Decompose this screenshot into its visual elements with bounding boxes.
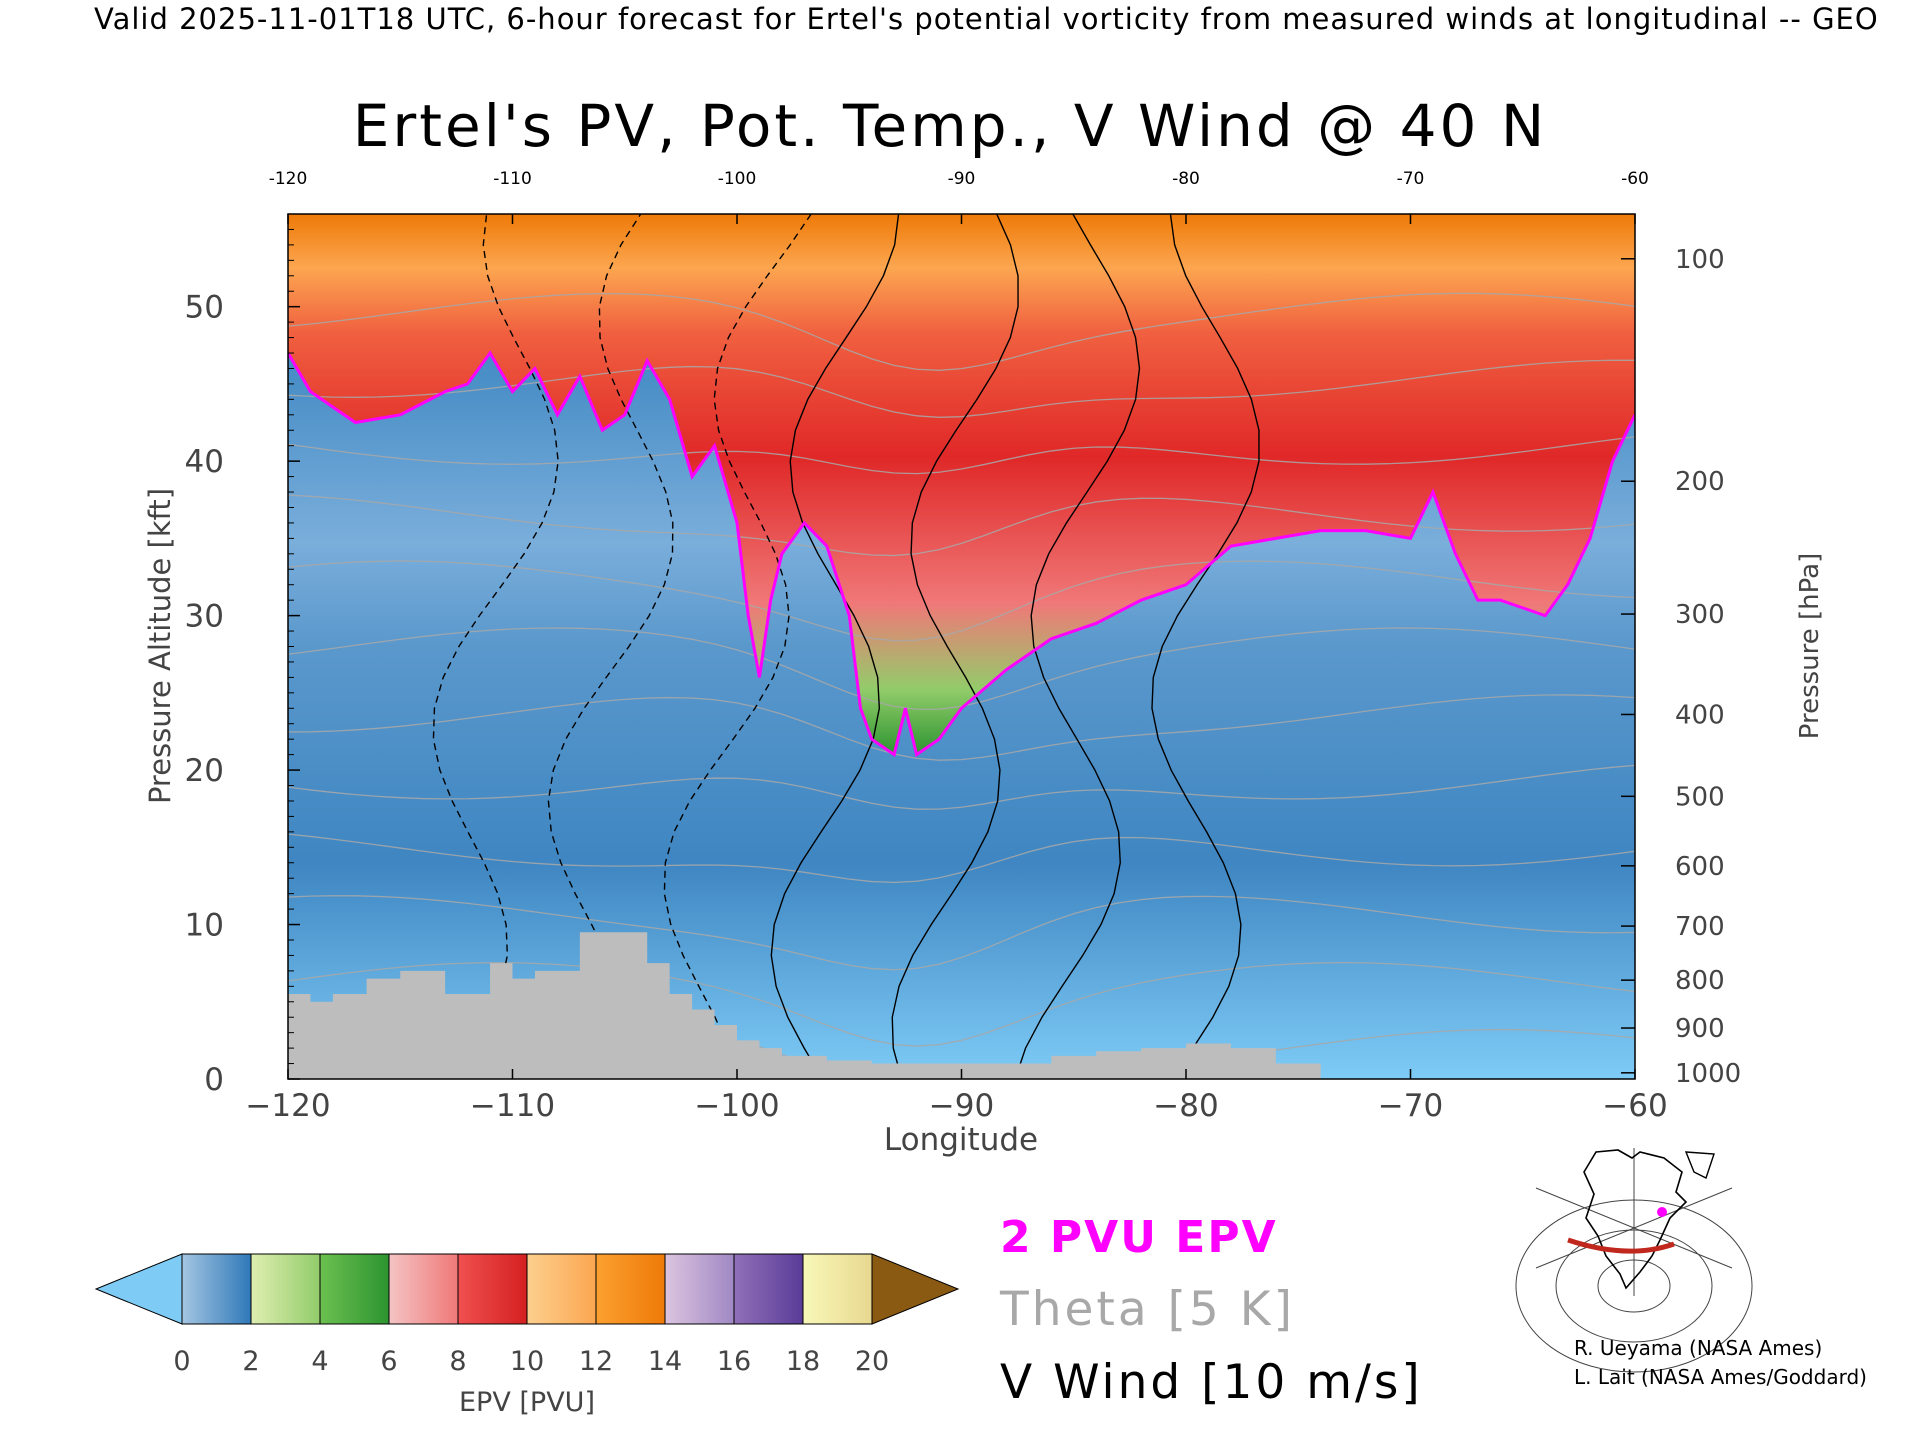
theta-contour-380 [288,436,1635,475]
pressure-tick-label: 400 [1675,700,1725,730]
x-top-tick-label: -100 [718,169,757,189]
inset-coastline [1684,1151,1715,1179]
colorbar-bin [250,1253,321,1325]
colorbar-tick-label: 20 [855,1346,889,1377]
v-wind-contour-0 [770,214,900,1079]
x-axis-top: -120 -110 -100 -90 -80 -70 -60 [269,169,1649,224]
inset-cross-section-track [1567,1237,1675,1254]
header-line: Valid 2025-11-01T18 UTC, 6-hour forecast… [94,2,1879,36]
colorbar-bin [457,1253,528,1325]
x-top-tick-label: -120 [269,169,308,189]
chart-title: Ertel's PV, Pot. Temp., V Wind @ 40 N [352,92,1548,160]
theta-contour-300 [288,961,1635,1047]
theta-contour-400 [288,292,1635,371]
y-tick-label: 0 [204,1062,224,1098]
pressure-tick-label: 1000 [1675,1059,1741,1089]
colorbar-tick-label: 0 [173,1346,190,1377]
theta-contour-310 [288,895,1635,971]
colorbar-tick-label: 2 [242,1346,259,1377]
pv2-tropopause-line [288,350,1635,758]
x-tick-label: −110 [470,1088,555,1124]
v-wind-contour-10 [891,214,1019,1079]
credit-line-1: R. Ueyama (NASA Ames) [1574,1336,1823,1360]
x-tick-label: −80 [1153,1088,1218,1124]
theta-contour-320 [288,833,1635,884]
colorbar: 0 2 4 6 8 10 12 14 16 18 20 [94,1253,960,1377]
colorbar-tick-label: 12 [579,1346,613,1377]
y-tick-label: 30 [185,599,224,635]
pressure-tick-label: 900 [1675,1014,1725,1044]
pressure-tick-label: 600 [1675,852,1725,882]
inset-location-marker [1657,1207,1667,1217]
colorbar-label: EPV [PVU] [459,1387,595,1418]
legend-pv2: 2 PVU EPV [1000,1212,1278,1263]
v-wind-contour--10 [663,214,812,1079]
legend-theta: Theta [5 K] [1000,1282,1295,1337]
v-wind-contour-20 [1014,214,1141,1079]
x-top-tick-label: -70 [1397,169,1425,189]
x-tick-label: −60 [1602,1088,1667,1124]
colorbar-bin [388,1253,459,1325]
theta-contour-370 [288,494,1635,557]
theta-contour-330 [288,764,1635,810]
colorbar-bin [664,1253,735,1325]
pressure-tick-label: 800 [1675,966,1725,996]
theta-contour-340 [288,694,1635,761]
plot-area [288,214,1635,1079]
x-axis-bottom: −120 −110 −100 −90 −80 −70 −60 [245,1069,1668,1124]
inset-locator-map [1515,1148,1753,1373]
v-wind-contour-30 [1151,214,1260,1079]
theta-contour-390 [288,359,1635,418]
colorbar-over-arrow [871,1253,960,1325]
x-tick-label: −120 [245,1088,330,1124]
pressure-tick-label: 300 [1675,600,1725,630]
v-wind-contours [432,214,1260,1079]
colorbar-tick-label: 6 [380,1346,397,1377]
colorbar-bin [595,1253,666,1325]
stratosphere-pv-field [288,214,1635,755]
colorbar-tick-label: 18 [786,1346,820,1377]
y-axis-left: 0 10 20 30 40 50 [185,228,300,1098]
x-top-tick-label: -80 [1172,169,1200,189]
v-wind-contour--30 [432,214,559,1079]
colorbar-bin [733,1253,804,1325]
legend-v-wind: V Wind [10 m/s] [1000,1355,1423,1410]
y-tick-label: 10 [185,908,224,944]
y-tick-label: 50 [185,290,224,326]
y-axis-label: Pressure Altitude [kft] [143,488,177,804]
colorbar-bin [319,1253,390,1325]
x-tick-label: −70 [1378,1088,1443,1124]
colorbar-tick-label: 14 [648,1346,682,1377]
y-axis-label-right: Pressure [hPa] [1795,553,1825,740]
pressure-tick-label: 100 [1675,245,1725,275]
inset-meridian [1535,1187,1733,1269]
colorbar-tick-label: 4 [311,1346,328,1377]
colorbar-tick-label: 10 [510,1346,544,1377]
x-top-tick-label: -60 [1621,169,1649,189]
theta-contour-360 [288,560,1635,642]
x-axis-label: Longitude [884,1122,1038,1158]
credit-line-2: L. Lait (NASA Ames/Goddard) [1574,1365,1867,1389]
x-top-tick-label: -110 [493,169,532,189]
pressure-tick-label: 200 [1675,467,1725,497]
y-tick-label: 40 [185,444,224,480]
colorbar-under-arrow [94,1253,183,1325]
colorbar-bin [802,1253,873,1325]
terrain [288,932,1635,1079]
pressure-tick-label: 700 [1675,912,1725,942]
y-axis-right: 1000 900 800 700 600 500 400 300 200 100 [1621,245,1741,1089]
colorbar-tick-label: 16 [717,1346,751,1377]
colorbar-tick-label: 8 [449,1346,466,1377]
pressure-tick-label: 500 [1675,782,1725,812]
y-tick-label: 20 [185,753,224,789]
colorbar-bin [526,1253,597,1325]
theta-contour-350 [288,627,1635,710]
colorbar-bin [181,1253,252,1325]
x-top-tick-label: -90 [948,169,976,189]
x-tick-label: −100 [694,1088,779,1124]
x-tick-label: −90 [929,1088,994,1124]
